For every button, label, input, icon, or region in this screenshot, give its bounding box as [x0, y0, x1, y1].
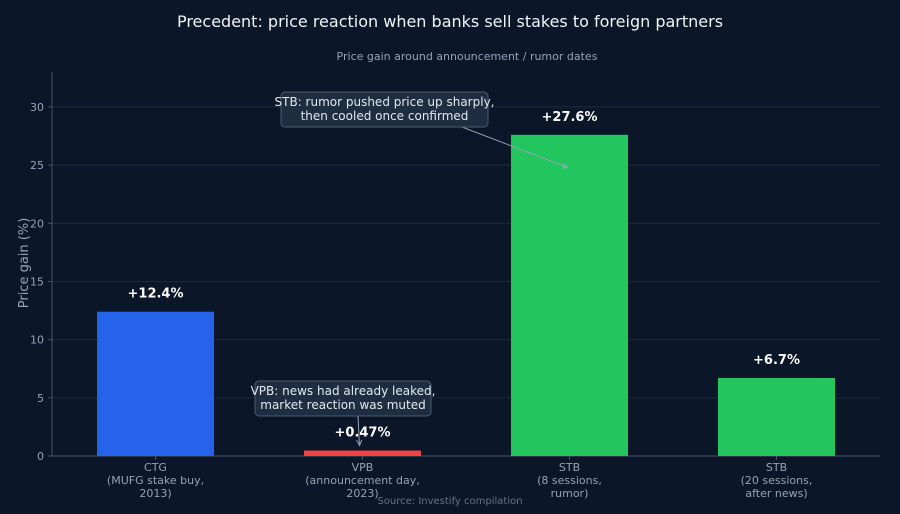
x-tick-line: (announcement day,: [305, 474, 419, 487]
annotation-line: STB: rumor pushed price up sharply,: [275, 95, 495, 109]
x-tick-line: after news): [745, 487, 807, 500]
annotation-box: [280, 91, 489, 128]
annotation-arrowhead: [356, 439, 363, 447]
data-label: +27.6%: [542, 110, 598, 125]
annotation-arrow: [357, 415, 360, 446]
bar: [511, 134, 628, 456]
data-label: +0.47%: [335, 426, 391, 441]
annotation-text: STB: rumor pushed price up sharply, then …: [275, 95, 495, 123]
x-tick-line: (20 sessions,: [741, 474, 813, 487]
x-tick-line: (MUFG stake buy,: [107, 474, 204, 487]
y-tick-label: 5: [37, 392, 44, 405]
chart-title: Precedent: price reaction when banks sel…: [177, 12, 723, 31]
bar: [304, 450, 421, 456]
x-tick-line: rumor): [551, 487, 589, 500]
x-tick-line: VPB: [352, 461, 374, 474]
annotation-arrow: [461, 126, 568, 168]
data-label: +12.4%: [128, 287, 184, 302]
chart-subtitle: Price gain around announcement / rumor d…: [337, 50, 598, 63]
y-tick-label: 0: [37, 450, 44, 463]
annotation-arrowhead: [561, 162, 569, 169]
y-tick-label: 30: [30, 101, 44, 114]
x-tick-line: CTG: [144, 461, 167, 474]
data-label: +6.7%: [753, 353, 800, 368]
bars-layer: [97, 134, 835, 456]
x-tick-line: STB: [559, 461, 580, 474]
x-tick-label: STB (8 sessions, rumor): [537, 461, 602, 500]
y-tick-label: 25: [30, 159, 44, 172]
annotation-line: then cooled once confirmed: [301, 109, 469, 123]
annotation-text: VPB: news had already leaked, market reac…: [251, 384, 436, 412]
annotation-box: [254, 380, 432, 417]
x-tick-label: STB (20 sessions, after news): [741, 461, 813, 500]
x-tick-line: 2023): [346, 487, 378, 500]
bar: [97, 311, 214, 456]
labels-layer: +12.4%CTG (MUFG stake buy, 2013)+0.47%VPB(…: [107, 110, 812, 500]
x-tick-label: CTG (MUFG stake buy, 2013): [107, 461, 204, 500]
y-tick-label: 15: [30, 275, 44, 288]
x-tick-line: 2013): [139, 487, 171, 500]
y-axis-label: Price gain (%): [17, 218, 32, 309]
annotations-layer: STB: rumor pushed price up sharply, then …: [251, 91, 569, 447]
source-note: Source: Investify compilation: [377, 496, 522, 507]
y-tick-label: 20: [30, 217, 44, 230]
bar: [718, 378, 835, 456]
x-tick-line: (8 sessions,: [537, 474, 602, 487]
x-tick-line: STB: [766, 461, 787, 474]
annotation-line: market reaction was muted: [260, 398, 425, 412]
annotation-line: VPB: news had already leaked,: [251, 384, 436, 398]
y-tick-label: 10: [30, 334, 44, 347]
x-tick-label: VPB (announcement day, 2023): [305, 461, 419, 500]
